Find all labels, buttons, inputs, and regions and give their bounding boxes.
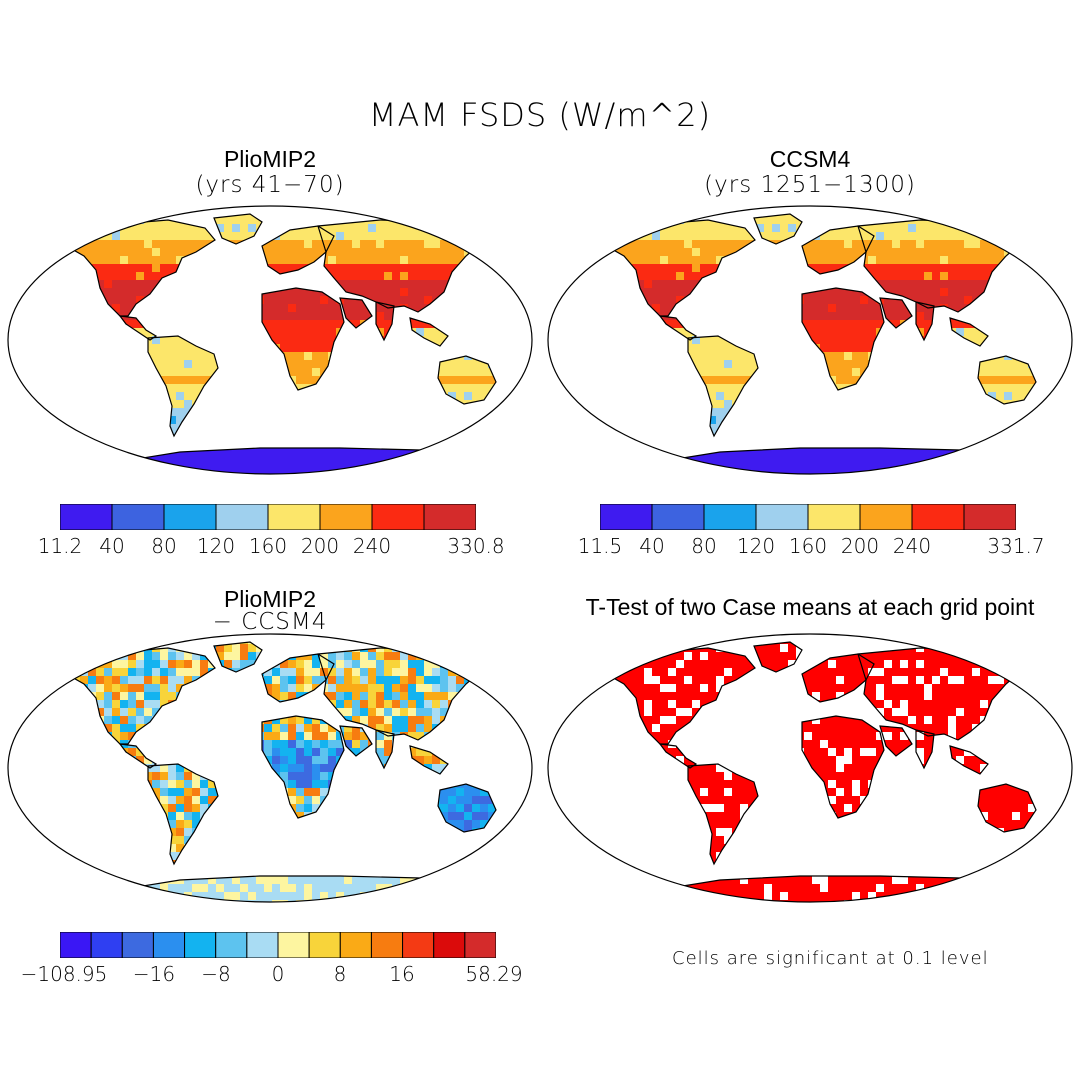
colorbar-swatch xyxy=(703,503,757,531)
colorbar-ccsm4 xyxy=(599,503,1017,531)
colorbar-swatch xyxy=(59,503,113,531)
map-pliomip2 xyxy=(7,205,533,475)
colorbar-swatch xyxy=(911,503,965,531)
colorbar-swatch xyxy=(184,931,217,959)
colorbar-swatch xyxy=(433,931,466,959)
colorbar-swatch xyxy=(111,503,165,531)
colorbar-swatch xyxy=(59,931,92,959)
colorbar-swatch xyxy=(152,931,186,959)
cbar-ccsm4-label: 160 xyxy=(788,534,828,558)
colorbar-swatch xyxy=(370,931,404,959)
map-frame xyxy=(7,633,533,903)
colorbar-swatch xyxy=(464,931,497,959)
colorbar-swatch xyxy=(90,931,123,959)
cbar-pliomip2-label: 40 xyxy=(99,534,125,558)
colorbar-swatch xyxy=(215,931,248,959)
colorbar-difference xyxy=(59,931,497,959)
map-difference xyxy=(7,633,533,903)
map-ttest-significance xyxy=(547,633,1073,903)
cbar-diff-label: 16 xyxy=(389,962,415,986)
cbar-ccsm4-label: 11.5 xyxy=(577,534,623,558)
colorbar-swatch xyxy=(163,503,217,531)
colorbar-swatch xyxy=(402,931,435,959)
cbar-diff-label: −108.95 xyxy=(20,962,108,986)
panel-title-diff: PlioMIP2 xyxy=(223,586,317,612)
cbar-ccsm4-label: 80 xyxy=(691,534,717,558)
cbar-diff-label: 8 xyxy=(333,962,347,986)
cbar-ccsm4-label: 331.7 xyxy=(987,534,1045,558)
cbar-ccsm4-label: 40 xyxy=(639,534,665,558)
colorbar-swatch xyxy=(755,503,809,531)
cbar-diff-label: −8 xyxy=(201,962,231,986)
cbar-ccsm4-label: 200 xyxy=(840,534,880,558)
colorbar-swatch xyxy=(651,503,705,531)
colorbar-swatch xyxy=(339,931,372,959)
panel-subtitle-ccsm4: (yrs 1251−1300) xyxy=(704,172,916,198)
colorbar-swatch xyxy=(246,931,279,959)
cbar-pliomip2-label: 160 xyxy=(248,534,288,558)
panel-title-pliomip2: PlioMIP2 xyxy=(223,146,317,172)
ttest-note: Cells are significant at 0.1 level xyxy=(672,948,989,969)
cbar-diff-label: 0 xyxy=(271,962,285,986)
cbar-pliomip2-label: 240 xyxy=(352,534,392,558)
colorbar-swatch xyxy=(963,503,1017,531)
cbar-pliomip2-label: 330.8 xyxy=(447,534,505,558)
colorbar-swatch xyxy=(121,931,154,959)
cbar-diff-label: −16 xyxy=(132,962,176,986)
colorbar-swatch xyxy=(423,503,477,531)
panel-title-ccsm4: CCSM4 xyxy=(769,146,851,172)
cbar-pliomip2-label: 120 xyxy=(196,534,236,558)
colorbar-swatch xyxy=(267,503,321,531)
colorbar-swatch xyxy=(599,503,653,531)
colorbar-swatch xyxy=(215,503,269,531)
cbar-pliomip2-label: 11.2 xyxy=(37,534,83,558)
panel-subtitle-diff: − CCSM4 xyxy=(212,609,328,635)
panel-title-ttest: T-Test of two Case means at each grid po… xyxy=(585,594,1035,620)
colorbar-swatch xyxy=(277,931,310,959)
colorbar-swatch xyxy=(807,503,861,531)
colorbar-swatch xyxy=(308,931,341,959)
cbar-pliomip2-label: 200 xyxy=(300,534,340,558)
colorbar-pliomip2 xyxy=(59,503,477,531)
panel-subtitle-pliomip2: (yrs 41−70) xyxy=(195,172,345,198)
map-frame xyxy=(547,205,1073,475)
colorbar-swatch xyxy=(371,503,425,531)
cbar-ccsm4-label: 120 xyxy=(736,534,776,558)
map-frame xyxy=(547,633,1073,903)
cbar-ccsm4-label: 240 xyxy=(892,534,932,558)
colorbar-swatch xyxy=(859,503,913,531)
cbar-diff-label: 58.29 xyxy=(465,962,523,986)
cbar-pliomip2-label: 80 xyxy=(151,534,177,558)
colorbar-swatch xyxy=(319,503,373,531)
figure-title: MAM FSDS (W/m^2) xyxy=(368,96,712,134)
map-ccsm4 xyxy=(547,205,1073,475)
map-frame xyxy=(7,205,533,475)
